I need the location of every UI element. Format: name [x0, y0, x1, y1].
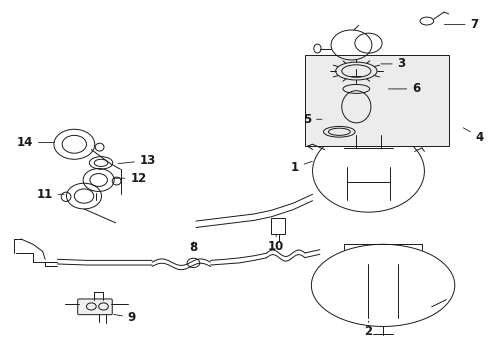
- Text: 14: 14: [17, 136, 55, 149]
- Text: 4: 4: [462, 128, 483, 144]
- Text: 3: 3: [380, 57, 405, 71]
- Text: 8: 8: [189, 241, 197, 255]
- Text: 11: 11: [36, 188, 64, 201]
- Text: 9: 9: [113, 311, 136, 324]
- Text: 13: 13: [118, 154, 156, 167]
- Text: 12: 12: [113, 172, 146, 185]
- Text: 1: 1: [290, 161, 312, 174]
- Text: 7: 7: [443, 18, 478, 31]
- Bar: [271, 217, 285, 234]
- Text: 2: 2: [364, 321, 372, 338]
- FancyBboxPatch shape: [78, 299, 112, 315]
- Text: 10: 10: [267, 235, 284, 253]
- Text: 6: 6: [387, 82, 420, 95]
- Text: 5: 5: [302, 113, 321, 126]
- Bar: [305, 55, 448, 146]
